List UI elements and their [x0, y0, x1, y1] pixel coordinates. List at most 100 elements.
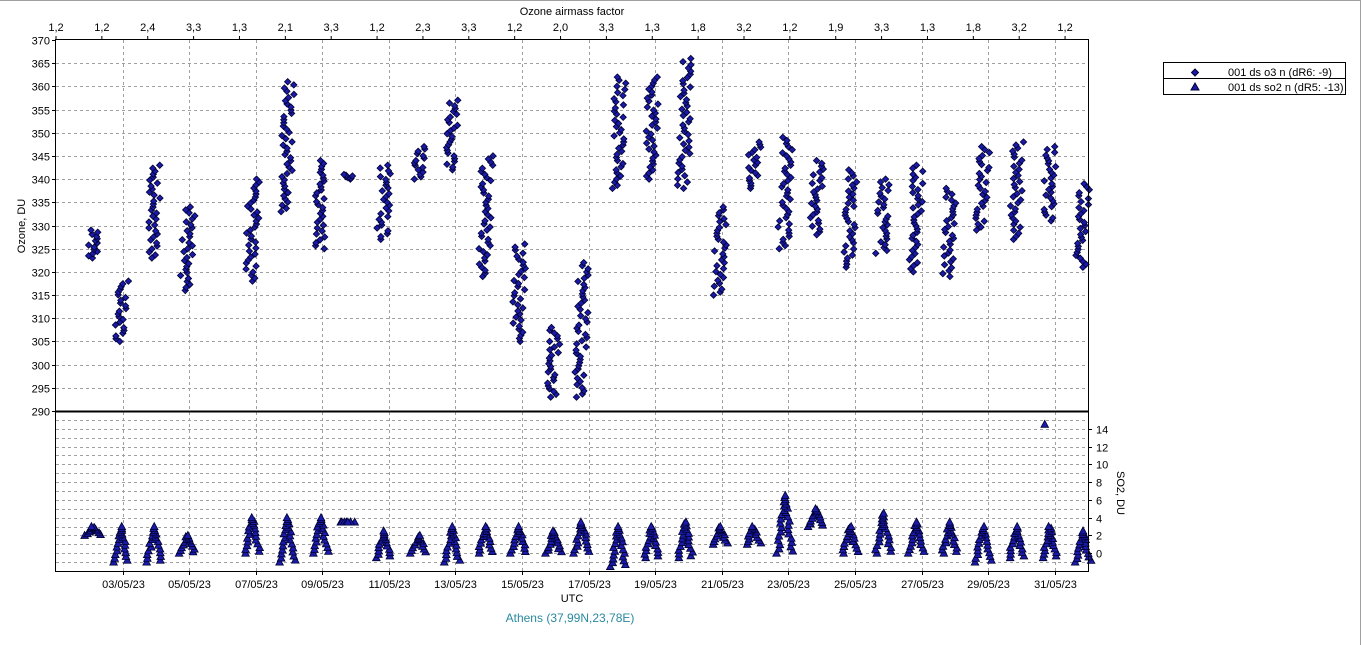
o3-point [710, 282, 719, 291]
o3-point [283, 169, 291, 178]
o3-point [319, 221, 328, 229]
o3-point [679, 184, 688, 193]
so2-point [784, 529, 794, 538]
o3-point [340, 170, 348, 179]
o3-point [150, 221, 159, 229]
o3-point [942, 184, 950, 193]
top-tick-label: 3,2 [736, 22, 751, 34]
o3-point [1076, 224, 1085, 233]
so2-tick-label: 8 [1096, 478, 1102, 490]
o3-point [980, 217, 989, 225]
top-tick-label: 3,3 [599, 22, 614, 34]
o3-point [318, 227, 326, 235]
o3-point [846, 226, 854, 235]
o3-point [410, 175, 419, 183]
x-axis-label: UTC [561, 593, 584, 605]
o3-point [152, 239, 161, 247]
o3-point [478, 164, 487, 173]
o3-point [617, 125, 625, 134]
o3-point [621, 79, 630, 88]
o3-point [581, 330, 590, 339]
o3-point [619, 113, 627, 122]
ozone-tick-label: 315 [32, 291, 50, 303]
o3-point [479, 248, 488, 256]
grid [56, 40, 1088, 571]
o3-point [249, 268, 257, 276]
o3-point [917, 207, 926, 215]
so2-tick-label: 2 [1096, 531, 1102, 543]
ozone-axis-label: Ozone, DU [16, 199, 28, 253]
o3-point [848, 251, 857, 259]
o3-point [186, 203, 195, 211]
top-tick-label: 1,3 [232, 22, 247, 34]
o3-point [775, 244, 784, 253]
so2-point [576, 517, 586, 526]
o3-point [373, 224, 381, 232]
o3-point [619, 101, 628, 109]
o3-point [818, 182, 827, 191]
o3-point [1073, 239, 1082, 248]
o3-point [714, 276, 722, 285]
o3-point [475, 244, 483, 253]
o3-point [720, 214, 728, 223]
o3-point [619, 159, 627, 168]
so2-point [811, 503, 820, 513]
o3-point [912, 161, 921, 169]
o3-point [278, 172, 286, 181]
o3-point [652, 115, 660, 123]
so2-point [776, 526, 786, 536]
o3-point [884, 212, 892, 220]
o3-point [247, 232, 256, 240]
o3-point [384, 227, 392, 235]
so2-point [1040, 419, 1050, 428]
o3-point [982, 178, 990, 187]
o3-point [939, 269, 947, 278]
o3-point [914, 185, 922, 194]
o3-point [547, 351, 556, 360]
top-tick-label: 1,8 [966, 22, 981, 34]
top-tick-label: 1,2 [782, 22, 797, 34]
so2-point [945, 517, 955, 526]
o3-point [579, 280, 588, 289]
o3-point [1051, 162, 1060, 171]
o3-point [383, 161, 392, 169]
so2-point [247, 512, 257, 522]
o3-point [874, 198, 883, 206]
o3-point [1080, 206, 1088, 215]
o3-point [1081, 227, 1090, 236]
o3-point [1019, 138, 1028, 146]
so2-point [912, 517, 921, 526]
o3-point [755, 138, 763, 146]
o3-point [1018, 186, 1026, 195]
top-tick-label: 3,3 [186, 22, 201, 34]
o3-point [647, 130, 655, 138]
o3-point [550, 329, 559, 337]
so2-point [786, 541, 796, 551]
top-tick-label: 3,3 [461, 22, 476, 34]
o3-point [1014, 229, 1023, 238]
so2-tick-label: 4 [1096, 514, 1102, 526]
o3-point [621, 85, 629, 94]
o3-point [744, 164, 753, 172]
o3-point [188, 250, 197, 259]
o3-point [148, 245, 156, 253]
o3-point [93, 228, 102, 237]
o3-point [653, 73, 662, 81]
o3-point [382, 175, 390, 184]
ozone-tick-label: 330 [32, 222, 50, 234]
o3-point [818, 173, 826, 182]
o3-point [481, 217, 489, 225]
so2-point [481, 521, 491, 530]
so2-point [774, 531, 784, 540]
so2-point [1044, 521, 1054, 530]
o3-point [674, 168, 682, 177]
o3-point [313, 224, 322, 232]
o3-point [290, 90, 298, 99]
o3-point [282, 134, 290, 143]
o3-point [719, 203, 728, 211]
so2-point [287, 539, 297, 548]
o3-point [448, 163, 457, 171]
o3-point [412, 156, 420, 165]
o3-point [876, 178, 885, 186]
o3-point [942, 216, 951, 225]
